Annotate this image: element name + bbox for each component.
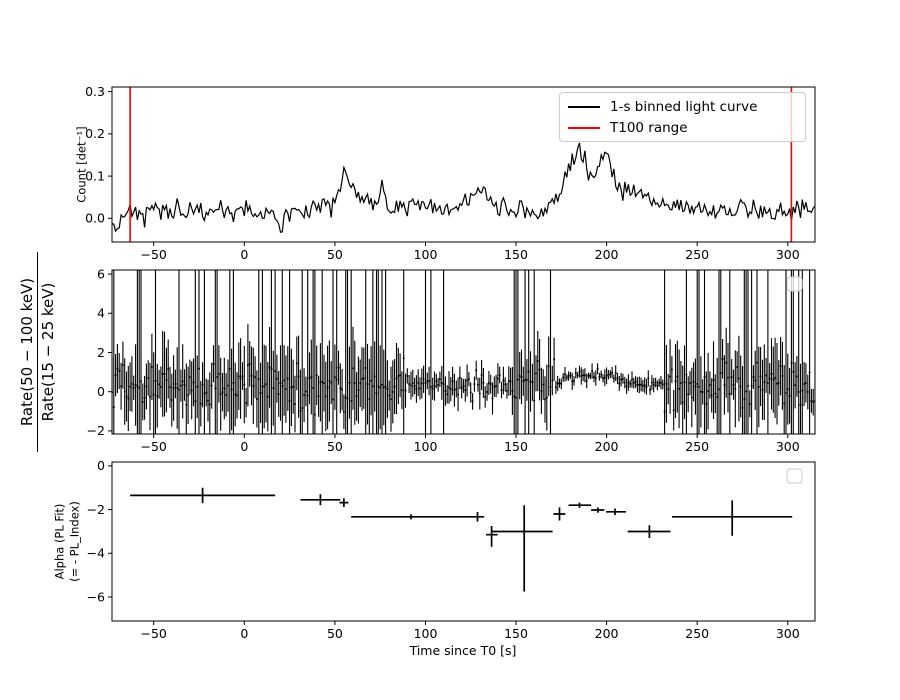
x-tick-label: 0 <box>240 626 248 641</box>
alpha-series <box>130 487 793 592</box>
x-tick-label: 200 <box>595 626 619 641</box>
y-tick-label: 0.2 <box>85 126 105 141</box>
x-tick-label: −50 <box>141 439 167 454</box>
y-tick-label: 4 <box>97 306 105 321</box>
x-tick-label: 250 <box>685 626 709 641</box>
x-tick-label: −50 <box>141 247 167 262</box>
empty-legend-box <box>786 468 803 484</box>
x-tick-label: 150 <box>504 439 528 454</box>
y-tick-label: −2 <box>87 423 105 438</box>
x-tick-label: 0 <box>240 247 248 262</box>
x-tick-label: 50 <box>327 626 343 641</box>
x-tick-label: 300 <box>776 439 800 454</box>
axes-frame <box>111 461 816 622</box>
legend-label-light-curve: 1-s binned light curve <box>610 98 758 115</box>
y-tick-label: −2 <box>87 502 105 517</box>
y-tick-label: 6 <box>97 266 105 281</box>
hardness-ratio-series <box>112 270 815 434</box>
axes-frame <box>111 269 816 435</box>
x-axis-label: Time since T0 [s] <box>409 643 517 658</box>
y-tick-label: 0.0 <box>85 211 105 226</box>
x-tick-label: −50 <box>141 626 167 641</box>
panel1-y-axis-label: Count [det⁻¹] <box>74 126 89 203</box>
x-tick-label: 250 <box>685 247 709 262</box>
y-tick-label: 2 <box>97 345 105 360</box>
x-tick-label: 300 <box>776 626 800 641</box>
x-tick-label: 300 <box>776 247 800 262</box>
legend-label-t100: T100 range <box>610 119 688 136</box>
panel2-y-axis-label: Rate(50 − 100 keV) Rate(15 − 25 keV) <box>18 252 58 452</box>
x-tick-label: 100 <box>414 626 438 641</box>
x-tick-label: 250 <box>685 439 709 454</box>
alpha-label-line2: (= - PL_Index) <box>67 501 82 582</box>
panel-1-axes: −50 0 50 100 150 200 250 300 0.0 0.1 0.2 0.3 <box>85 84 816 262</box>
x-tick-label: 100 <box>414 247 438 262</box>
light-curve-line-swatch <box>568 105 600 108</box>
x-tick-label: 0 <box>240 439 248 454</box>
empty-legend-box <box>786 276 803 292</box>
t100-line-swatch <box>568 126 600 129</box>
x-tick-label: 150 <box>504 247 528 262</box>
panel1-legend: 1-s binned light curve T100 range <box>559 92 806 142</box>
panel-2-axes: −50 0 50 100 150 200 250 300 −2 0 2 4 6 <box>87 266 816 454</box>
panel3-y-axis-label: Alpha (PL Fit) (= - PL_Index) <box>53 477 84 607</box>
y-tick-label: −6 <box>87 589 105 604</box>
x-tick-label: 200 <box>595 439 619 454</box>
alpha-label-line1: Alpha (PL Fit) <box>52 503 67 580</box>
y-tick-label: 0 <box>97 458 105 473</box>
x-tick-label: 150 <box>504 626 528 641</box>
panel-3-axes: −50 0 50 100 150 200 250 300 0 −2 −4 −6 <box>87 458 816 641</box>
axes-frame <box>111 86 816 243</box>
y-tick-label: 0.3 <box>85 84 105 99</box>
ratio-denominator: Rate(15 − 25 keV) <box>39 282 57 422</box>
x-tick-label: 200 <box>595 247 619 262</box>
x-tick-label: 50 <box>327 439 343 454</box>
legend-entry-t100: T100 range <box>568 117 797 138</box>
x-tick-label: 100 <box>414 439 438 454</box>
y-tick-label: 0.1 <box>85 168 105 183</box>
ratio-numerator: Rate(50 − 100 keV) <box>18 252 38 452</box>
x-tick-label: 50 <box>327 247 343 262</box>
y-tick-label: 0 <box>97 384 105 399</box>
legend-entry-light-curve: 1-s binned light curve <box>568 96 797 117</box>
y-tick-label: −4 <box>87 546 105 561</box>
